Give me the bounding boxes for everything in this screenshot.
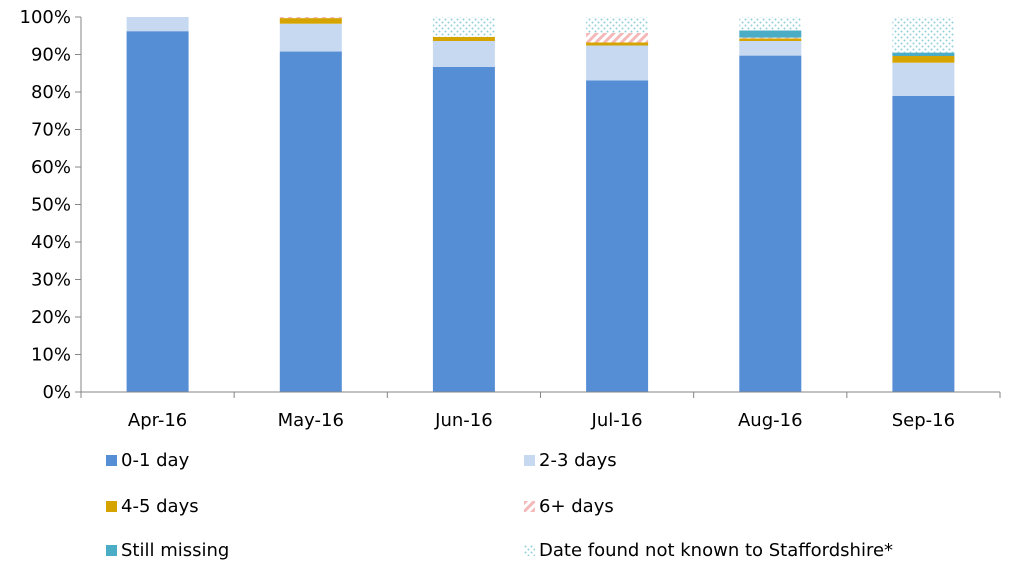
bars-layer	[126, 17, 955, 393]
y-tick-label: 50%	[31, 195, 71, 216]
y-tick-label: 30%	[31, 270, 71, 291]
y-tick-label: 80%	[31, 82, 71, 103]
bar-segment-aug-16-series-1	[739, 41, 802, 56]
y-tick-label: 60%	[31, 157, 71, 178]
x-tick-label: Sep-16	[892, 410, 955, 431]
y-tick-label: 100%	[20, 7, 71, 28]
bar-segment-aug-16-series-0	[739, 55, 802, 392]
bar-segment-aug-16-series-5	[739, 17, 802, 31]
bar-segment-may-16-series-2	[279, 18, 342, 24]
bar-segment-may-16-series-3	[279, 17, 342, 19]
bar-segment-may-16-series-0	[279, 51, 342, 392]
x-tick-label: Jul-16	[591, 410, 643, 431]
y-tick-label: 90%	[31, 45, 71, 66]
bar-segment-jun-16-series-2	[432, 36, 495, 41]
bar-segment-jul-16-series-1	[586, 45, 649, 81]
bar-segment-jun-16-series-5	[432, 17, 495, 37]
bar-segment-jun-16-series-0	[432, 66, 495, 393]
y-tick-label: 70%	[31, 120, 71, 141]
bar-segment-sep-16-series-0	[892, 95, 955, 393]
bar-segment-jul-16-series-3	[586, 32, 649, 43]
x-tick-label: May-16	[278, 410, 344, 431]
x-tick-label: Apr-16	[128, 410, 187, 431]
bar-segment-jul-16-series-2	[586, 42, 649, 46]
bar-segment-sep-16-series-4	[892, 52, 955, 56]
bar-segment-aug-16-series-4	[739, 30, 802, 38]
bar-segment-may-16-series-1	[279, 23, 342, 52]
bar-segment-sep-16-series-1	[892, 62, 955, 96]
x-tick-label: Aug-16	[738, 410, 803, 431]
axes-layer: 0% 10% 20% 30% 40% 50% 60% 70% 80% 90% 100% Apr-16 M…	[20, 7, 1001, 431]
x-tick-label: Jun-16	[434, 410, 493, 431]
bar-segment-sep-16-series-5	[892, 17, 955, 53]
bar-segment-jun-16-series-1	[432, 41, 495, 67]
y-tick-label: 20%	[31, 307, 71, 328]
bar-segment-apr-16-series-0	[126, 31, 189, 392]
bar-segment-aug-16-series-2	[739, 38, 802, 41]
y-tick-label: 40%	[31, 232, 71, 253]
bar-segment-sep-16-series-2	[892, 56, 955, 63]
y-tick-label: 0%	[42, 382, 71, 403]
y-tick-label: 10%	[31, 345, 71, 366]
bar-segment-apr-16-series-1	[126, 17, 189, 32]
bar-segment-jul-16-series-0	[586, 80, 649, 393]
bar-segment-jul-16-series-5	[586, 17, 649, 33]
bar-segment-aug-16-series-3	[739, 37, 802, 39]
